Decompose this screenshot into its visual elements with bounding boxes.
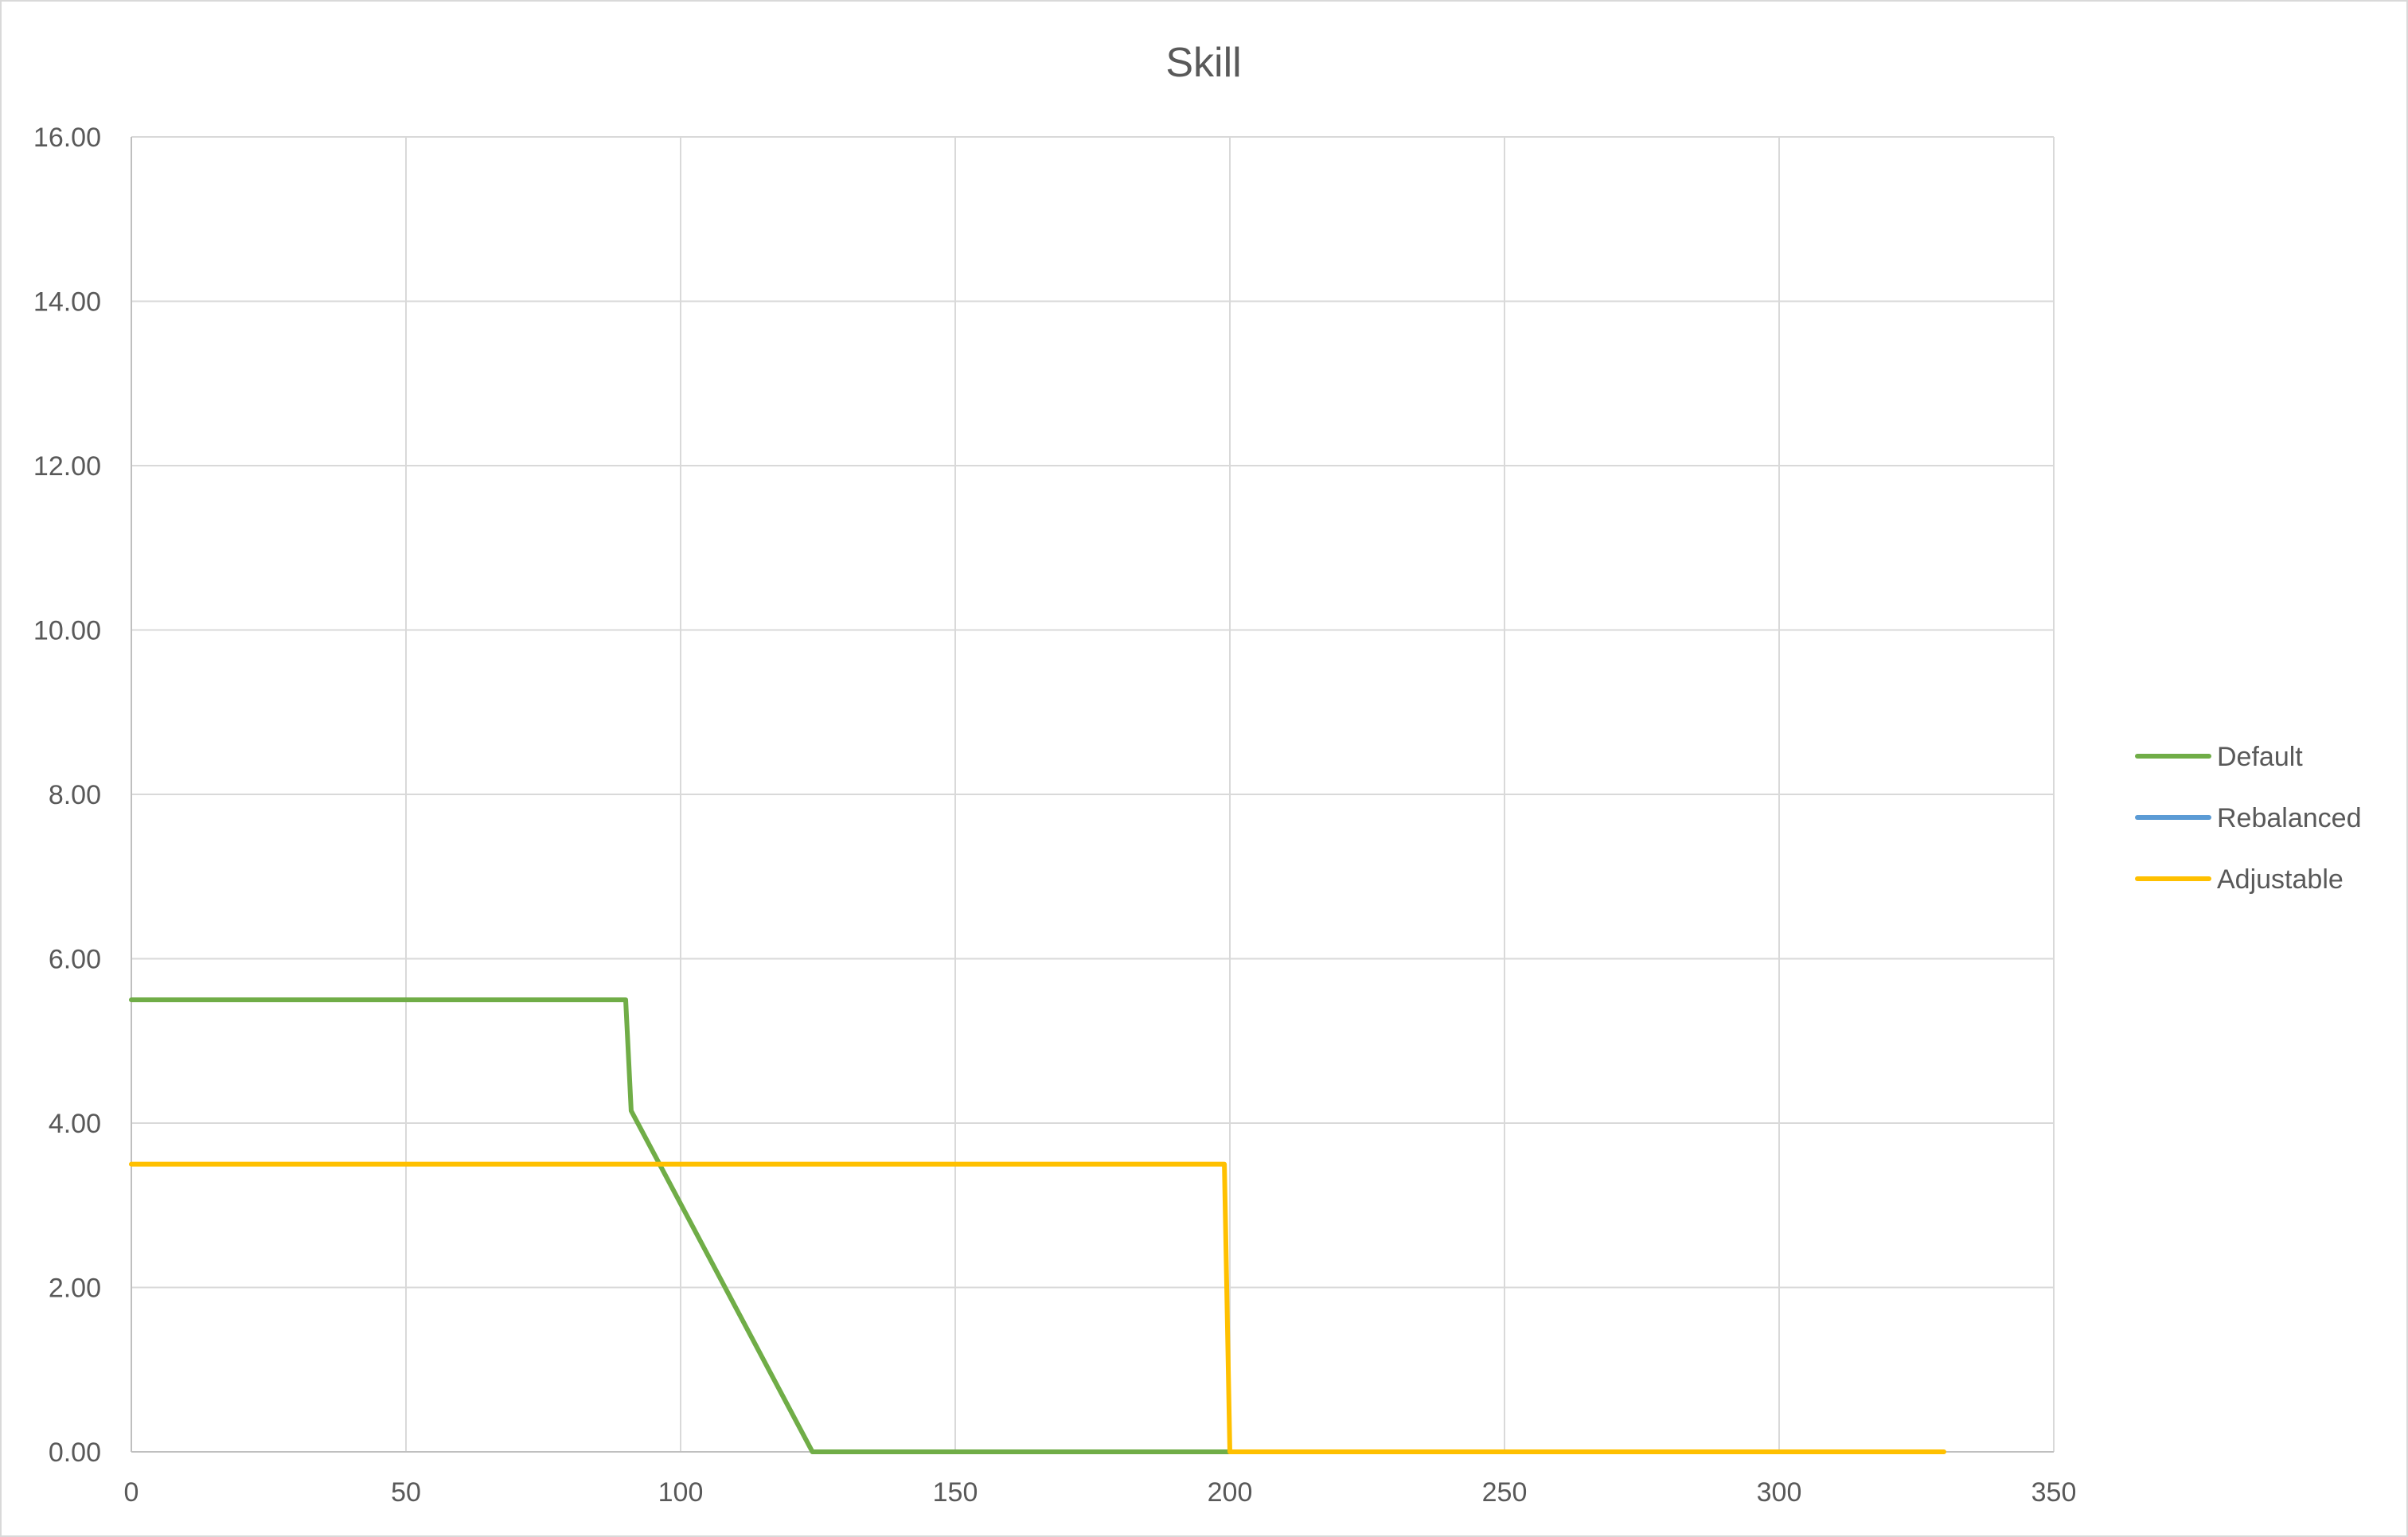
y-tick-label: 4.00: [49, 1109, 101, 1139]
y-tick-label: 0.00: [49, 1438, 101, 1468]
x-tick-label: 50: [391, 1477, 421, 1508]
y-tick-label: 14.00: [33, 287, 101, 318]
legend-label-default: Default: [2217, 742, 2303, 772]
legend-label-adjustable: Adjustable: [2217, 864, 2344, 895]
legend: Default Rebalanced Adjustable: [2135, 742, 2361, 895]
y-tick-label: 8.00: [49, 780, 101, 810]
x-axis-tick-labels: 0 50 100 150 200 250 300 350: [124, 1477, 2077, 1508]
series-line-adjustable: [129, 1161, 1946, 1454]
chart-title: Skill: [1165, 40, 1241, 86]
y-tick-label: 16.00: [33, 123, 101, 153]
x-tick-label: 250: [1482, 1477, 1528, 1508]
x-tick-label: 300: [1757, 1477, 1802, 1508]
x-tick-label: 0: [124, 1477, 139, 1508]
y-tick-label: 12.00: [33, 451, 101, 482]
y-axis-tick-labels: 0.00 2.00 4.00 6.00 8.00 10.00 12.00 14.00 16.00: [33, 123, 101, 1468]
series-lines: [129, 997, 1946, 1454]
y-tick-label: 6.00: [49, 945, 101, 975]
x-tick-label: 350: [2031, 1477, 2077, 1508]
x-tick-label: 200: [1208, 1477, 1253, 1508]
x-tick-label: 150: [933, 1477, 978, 1508]
y-tick-label: 10.00: [33, 616, 101, 646]
gridlines: [131, 136, 2055, 1452]
series-line-default: [129, 997, 1232, 1454]
x-tick-label: 100: [658, 1477, 704, 1508]
y-tick-label: 2.00: [49, 1274, 101, 1304]
legend-label-rebalanced: Rebalanced: [2217, 803, 2361, 833]
